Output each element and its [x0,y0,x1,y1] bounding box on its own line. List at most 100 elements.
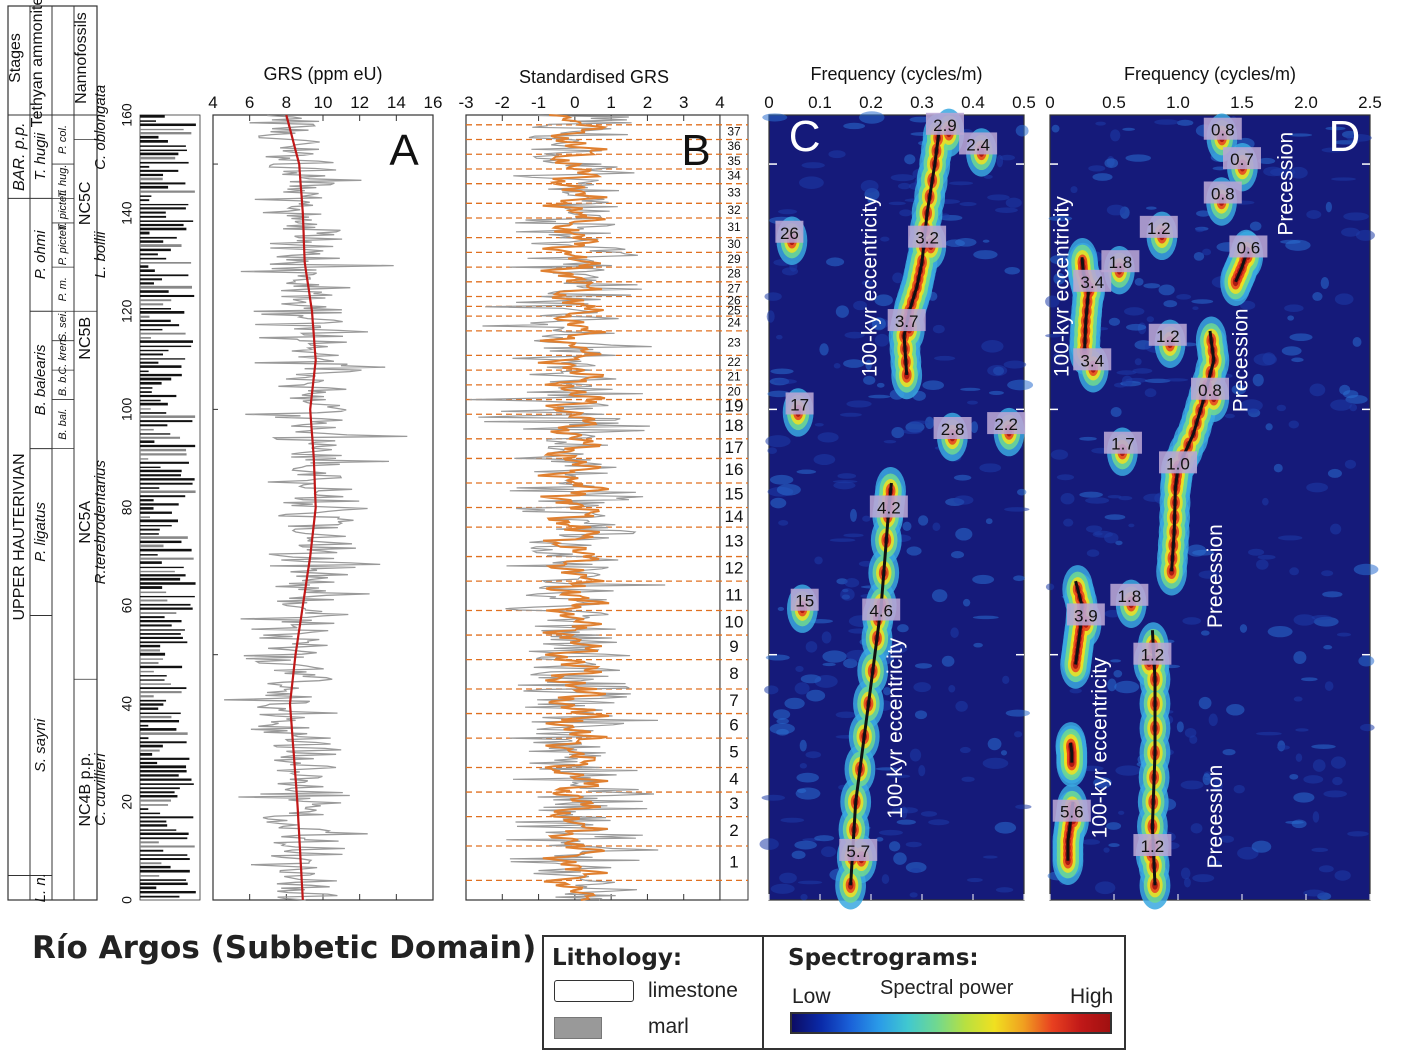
panel-c-texture [819,343,829,356]
panel-d-texture [1118,495,1133,501]
panel-c-texture [902,521,912,531]
lithology-bed [140,665,183,669]
panel-d-texture [1093,777,1112,789]
ammonite-subzone-label: B. bal. [57,409,69,440]
panel-d-texture [1110,659,1122,663]
panel-d-texture [1176,721,1184,733]
panel-c-texture [850,508,857,522]
panel-c-band-label: 100-kyr eccentricity [884,637,907,818]
lithology-bed [140,173,164,177]
panel-c-texture [994,821,1017,834]
panel-d-texture [1262,352,1276,366]
panel-d-title: Frequency (cycles/m) [1124,64,1296,84]
panel-c-texture [881,874,890,884]
cycle-label: 33 [727,186,741,200]
lithology-bed [140,675,167,677]
panel-c-annotation-box [775,220,804,243]
panel-d-texture [1318,865,1334,873]
panel-d-texture [1334,293,1354,305]
lithology-bed [140,274,189,277]
panel-b-standardised-grs: Standardised GRS-3 -2 -1 0 1 2 3 41234567891011… [458,67,749,901]
lithology-bed [140,869,190,873]
limestone-swatch [554,980,634,1002]
panel-d-annotation-label: 0.7 [1230,150,1254,169]
panel-d-texture [1183,877,1191,888]
lithology-bed [140,778,192,781]
lithology-bed [140,448,187,452]
lithology-bed [140,599,168,602]
lithology-bed [140,765,187,769]
panel-c-texture [759,838,779,850]
lithology-bed [140,244,182,247]
panel-d-annotation-label: 1.7 [1111,435,1135,454]
panel-d-panel-letter: D [1329,112,1361,161]
panel-d-texture [1233,784,1245,794]
panel-d-texture [1358,655,1375,667]
lithology-bed [140,294,195,298]
panel-d-texture [1325,201,1332,213]
cycle-label: 36 [727,139,741,153]
panel-b-tick-label: -2 [495,93,510,112]
lithology-bed [140,566,184,569]
lithology-bed [140,886,157,890]
panel-d-texture [1107,495,1122,499]
panel-d-annotation-box [1159,451,1197,474]
panel-c-texture [794,682,810,695]
panel-d-annotation-label: 3.4 [1080,351,1104,370]
cycle-label: 37 [727,124,741,138]
panel-c-texture [800,893,808,901]
lithology-bed [140,169,179,172]
panel-a-grs: GRS (ppm eU) 4 6 8 10 12 14 16 A [208,64,443,901]
nanno-zone-label: NC5C [77,182,94,226]
lithology-bed [140,808,149,810]
lithology-bed [140,540,182,544]
panel-c-texture [953,474,972,481]
panel-d-texture [1239,300,1256,310]
panel-d-texture [1107,678,1117,692]
lithology-bed [140,120,156,122]
panel-c-texture [767,390,791,398]
panel-b-tick-label: 0 [570,93,579,112]
lithology-bed [140,285,193,289]
lithology-bed [140,132,192,135]
panel-c-annotation-label: 5.7 [846,842,870,861]
nanno-zone-label: NC4B p.p. [77,753,94,827]
panel-d-texture [1108,843,1120,848]
lithology-bed [140,195,152,197]
panel-b-letter: B [681,126,710,175]
panel-d-texture [1303,889,1325,897]
panel-d-texture [1287,315,1295,321]
panel-d-annotation-box [1103,431,1142,454]
lithology-bed [140,652,166,656]
panel-d-texture [1226,704,1245,716]
panel-d-texture [1050,254,1069,265]
panel-c-annotation-box [887,309,926,332]
cycle-label: 17 [725,438,744,457]
lithology-bed [140,428,154,431]
lithology-bed [140,149,187,152]
panel-d-texture [1332,776,1343,786]
panel-c-texture [826,257,845,267]
ammonite-subzone-label: P. m. [57,277,69,301]
panel-c-annotation-box [862,598,901,621]
panel-a-tick-label: 16 [424,93,443,112]
panel-d-texture [1321,570,1334,577]
panel-d-annotation-box [1133,834,1172,857]
header-stages: Stages [7,33,24,83]
panel-c-texture [883,687,891,696]
panel-d-texture [1154,119,1179,125]
panel-d-texture [1336,632,1352,637]
panel-b-title: Standardised GRS [519,67,669,87]
lithology-bed [140,391,152,393]
lithology-bed [140,712,181,715]
panel-c-texture [843,122,866,130]
lithology-bed [140,837,188,840]
lithology-bed [140,533,159,535]
panel-c-annotation-label: 3.7 [895,312,919,331]
panel-d-texture [1322,591,1343,598]
panel-c-texture [966,877,983,883]
lithology-bed [140,519,179,523]
panel-d-texture [1182,617,1202,625]
panel-d-texture [1122,127,1136,131]
panel-c-texture [833,481,856,490]
